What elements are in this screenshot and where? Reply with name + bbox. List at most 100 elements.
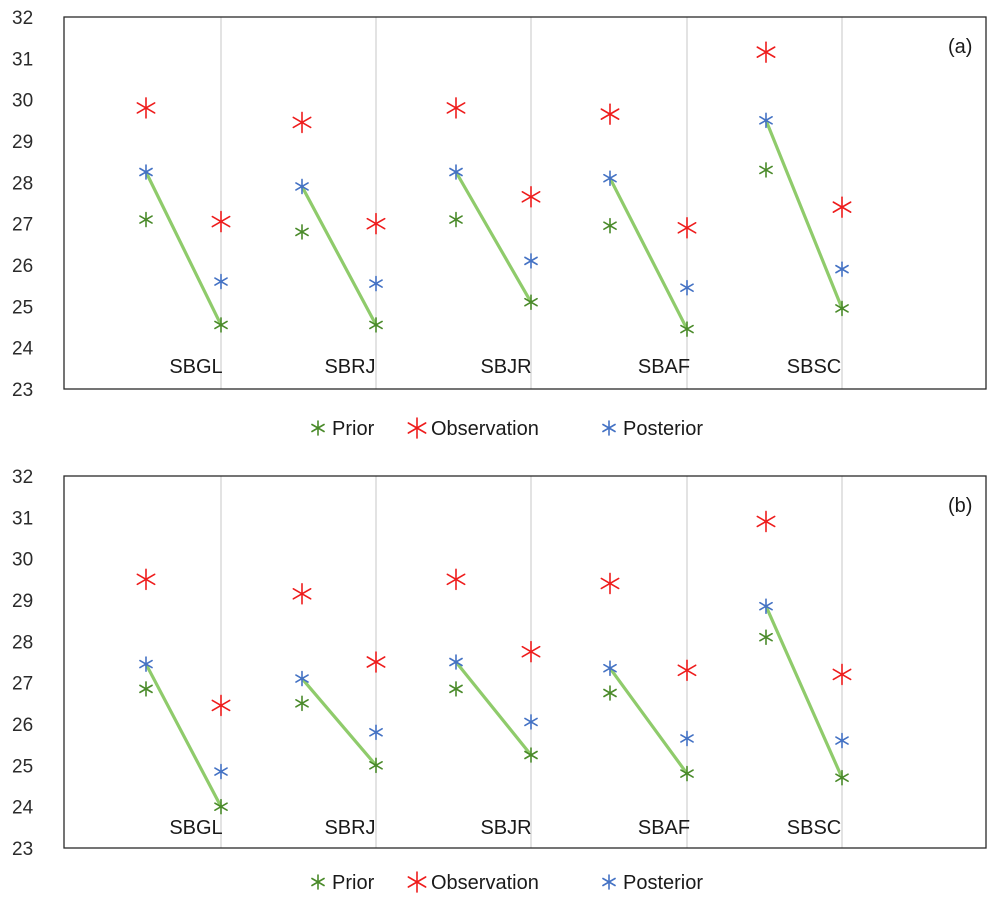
prior-marker bbox=[835, 769, 849, 786]
prior-marker bbox=[759, 162, 773, 178]
connector-line bbox=[454, 660, 533, 757]
posterior-marker bbox=[680, 279, 694, 296]
plot-frame bbox=[63, 475, 987, 849]
prior-marker-stroke bbox=[835, 304, 849, 313]
observation-marker-stroke bbox=[832, 201, 852, 213]
prior-marker-stroke bbox=[214, 320, 228, 330]
posterior-marker-stroke bbox=[680, 734, 694, 743]
y-tick-label: 24 bbox=[12, 339, 34, 360]
prior-marker-stroke bbox=[759, 632, 773, 642]
observation-marker bbox=[600, 572, 620, 595]
chart-panel-b: 23 24 25 26 27 28 29 30 31 32 SBGL SBRJ SBJR SBAF SBSC… bbox=[12, 467, 987, 894]
posterior-marker-stroke bbox=[369, 727, 383, 737]
prior-marker bbox=[680, 765, 694, 782]
category-label: SBAF bbox=[638, 817, 690, 839]
category-label: SBGL bbox=[169, 356, 222, 378]
y-tick-label: 30 bbox=[12, 550, 33, 571]
prior-marker-stroke bbox=[139, 684, 153, 694]
posterior-marker-stroke bbox=[449, 167, 463, 177]
y-tick-label: 24 bbox=[12, 798, 34, 819]
legend-marker bbox=[602, 420, 616, 436]
legend-marker bbox=[602, 874, 616, 890]
panel-label: (a) bbox=[948, 36, 972, 58]
category-label: SBSC bbox=[787, 817, 841, 839]
y-tick-label: 23 bbox=[12, 839, 33, 860]
posterior-marker-stroke bbox=[603, 173, 617, 183]
prior-marker bbox=[603, 685, 617, 701]
y-tick-label: 31 bbox=[12, 49, 33, 70]
category-label: SBJR bbox=[480, 356, 531, 378]
observation-marker bbox=[521, 186, 541, 208]
prior-marker-stroke bbox=[449, 215, 463, 224]
posterior-marker-stroke bbox=[759, 601, 773, 611]
observation-marker bbox=[832, 196, 852, 218]
posterior-marker bbox=[835, 732, 849, 749]
prior-marker bbox=[214, 798, 228, 815]
legend-marker-stroke bbox=[311, 423, 325, 433]
legend-label: Observation bbox=[431, 418, 539, 440]
legend-marker-stroke bbox=[602, 877, 616, 887]
observation-marker bbox=[677, 659, 697, 682]
posterior-marker-stroke bbox=[139, 167, 153, 177]
observation-marker-stroke bbox=[756, 515, 776, 528]
posterior-marker-stroke bbox=[524, 256, 538, 266]
observation-marker-stroke bbox=[446, 573, 466, 586]
prior-marker bbox=[295, 695, 309, 712]
y-tick-label: 23 bbox=[12, 380, 33, 401]
prior-marker-stroke bbox=[295, 699, 309, 708]
posterior-marker bbox=[603, 660, 617, 677]
observation-marker bbox=[211, 210, 231, 233]
y-tick-label: 28 bbox=[12, 632, 33, 653]
observation-marker-stroke bbox=[211, 699, 231, 712]
prior-marker-stroke bbox=[524, 750, 538, 760]
legend-marker bbox=[311, 420, 325, 436]
prior-marker-stroke bbox=[295, 227, 309, 237]
prior-marker-stroke bbox=[680, 324, 694, 334]
connector-line bbox=[300, 184, 378, 327]
observation-marker bbox=[756, 41, 776, 63]
y-tick-label: 30 bbox=[12, 91, 33, 112]
prior-marker-stroke bbox=[369, 761, 383, 770]
observation-marker bbox=[136, 568, 156, 591]
observation-marker-stroke bbox=[521, 191, 541, 203]
legend-marker bbox=[407, 417, 427, 439]
prior-marker bbox=[139, 211, 153, 228]
connector-line bbox=[144, 662, 223, 809]
prior-marker-stroke bbox=[369, 320, 383, 330]
prior-marker-stroke bbox=[214, 802, 228, 811]
posterior-marker-stroke bbox=[449, 657, 463, 667]
legend-label: Posterior bbox=[623, 872, 703, 894]
y-tick-label: 25 bbox=[12, 756, 33, 777]
observation-marker bbox=[521, 640, 541, 663]
observation-marker-stroke bbox=[446, 102, 466, 114]
posterior-marker-stroke bbox=[295, 182, 309, 191]
observation-marker-stroke bbox=[136, 573, 156, 586]
posterior-marker bbox=[759, 112, 773, 129]
posterior-marker bbox=[139, 164, 153, 180]
posterior-marker bbox=[759, 598, 773, 615]
posterior-marker bbox=[214, 763, 228, 780]
legend-marker bbox=[311, 874, 325, 890]
posterior-marker-stroke bbox=[214, 767, 228, 776]
category-label: SBJR bbox=[480, 817, 531, 839]
chart-panel-a: 23 24 25 26 27 28 29 30 31 32 SBGL SBRJ SBJR SBAF SBSC… bbox=[12, 8, 987, 440]
legend: Prior Observation Posterior bbox=[311, 417, 703, 440]
y-tick-label: 25 bbox=[12, 297, 33, 318]
legend-label: Observation bbox=[431, 872, 539, 894]
prior-marker-stroke bbox=[449, 684, 463, 694]
posterior-marker-stroke bbox=[214, 277, 228, 286]
observation-marker bbox=[136, 97, 156, 119]
observation-marker bbox=[366, 212, 386, 235]
posterior-marker bbox=[449, 654, 463, 670]
prior-marker bbox=[759, 629, 773, 646]
category-label: SBGL bbox=[169, 817, 222, 839]
observation-marker bbox=[292, 582, 312, 605]
y-tick-label: 29 bbox=[12, 591, 33, 612]
observation-marker-stroke bbox=[677, 664, 697, 677]
observation-marker-stroke bbox=[366, 217, 386, 230]
legend-label: Posterior bbox=[623, 418, 703, 440]
legend-marker-stroke bbox=[311, 877, 325, 887]
posterior-marker-stroke bbox=[603, 663, 617, 673]
legend-marker-stroke bbox=[407, 422, 427, 434]
